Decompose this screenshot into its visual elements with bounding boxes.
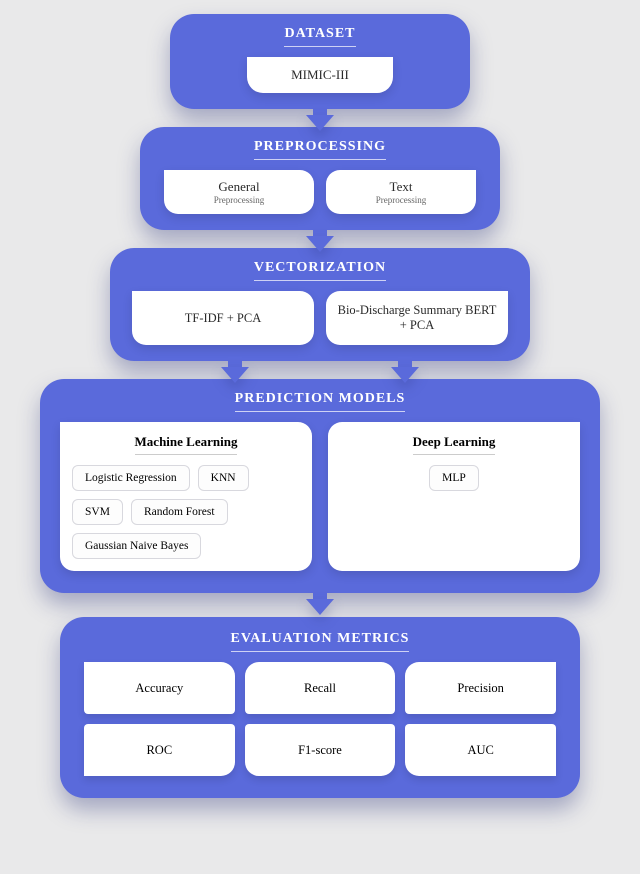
panel-machine-learning: Machine Learning Logistic Regression KNN…	[60, 422, 312, 571]
chip-random-forest: Random Forest	[131, 499, 228, 525]
metric-auc: AUC	[405, 724, 556, 776]
stage-evaluation: EVALUATION METRICS Accuracy Recall Preci…	[60, 617, 580, 798]
arrow-dataset-to-preprocessing	[170, 107, 470, 131]
chip-mlp: MLP	[429, 465, 479, 491]
arrow-preprocessing-to-vectorization	[140, 228, 500, 252]
stage-evaluation-title: EVALUATION METRICS	[231, 631, 410, 652]
preprocessing-text: Text Preprocessing	[326, 170, 476, 214]
panel-dl-title: Deep Learning	[413, 434, 496, 455]
metric-f1: F1-score	[245, 724, 396, 776]
preprocessing-text-main: Text	[390, 179, 413, 195]
preprocessing-text-sub: Preprocessing	[376, 195, 427, 205]
preprocessing-general: General Preprocessing	[164, 170, 314, 214]
arrow-prediction-to-evaluation	[40, 591, 600, 615]
stage-dataset-title: DATASET	[284, 26, 355, 47]
preprocessing-general-sub: Preprocessing	[214, 195, 265, 205]
chip-gaussian-nb: Gaussian Naive Bayes	[72, 533, 201, 559]
dl-chip-row: MLP	[340, 465, 568, 491]
stage-dataset: DATASET MIMIC-III	[170, 14, 470, 109]
panel-ml-title: Machine Learning	[135, 434, 238, 455]
ml-chip-row: Logistic Regression KNN SVM Random Fores…	[72, 465, 300, 559]
metric-precision: Precision	[405, 662, 556, 714]
stage-vectorization-title: VECTORIZATION	[254, 260, 386, 281]
chip-svm: SVM	[72, 499, 123, 525]
vectorization-bert: Bio-Discharge Summary BERT + PCA	[326, 291, 508, 345]
stage-prediction-title: PREDICTION MODELS	[235, 391, 406, 412]
preprocessing-general-main: General	[218, 179, 259, 195]
stage-preprocessing: PREPROCESSING General Preprocessing Text…	[140, 127, 500, 230]
arrow-vectorization-to-prediction	[110, 359, 530, 383]
chip-logistic-regression: Logistic Regression	[72, 465, 190, 491]
metric-roc: ROC	[84, 724, 235, 776]
stage-prediction: PREDICTION MODELS Machine Learning Logis…	[40, 379, 600, 593]
vectorization-tfidf: TF-IDF + PCA	[132, 291, 314, 345]
metric-recall: Recall	[245, 662, 396, 714]
chip-knn: KNN	[198, 465, 249, 491]
dataset-item: MIMIC-III	[247, 57, 393, 93]
panel-deep-learning: Deep Learning MLP	[328, 422, 580, 571]
metric-accuracy: Accuracy	[84, 662, 235, 714]
stage-preprocessing-title: PREPROCESSING	[254, 139, 386, 160]
stage-vectorization: VECTORIZATION TF-IDF + PCA Bio-Discharge…	[110, 248, 530, 361]
